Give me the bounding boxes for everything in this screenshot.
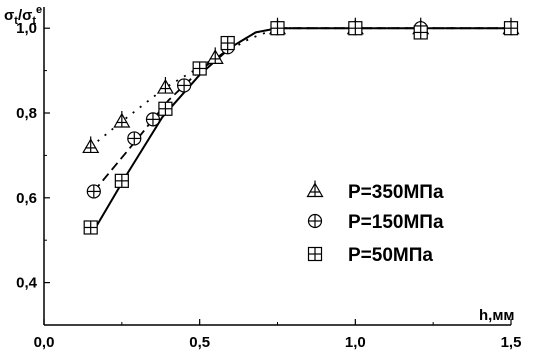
data-point-triangle-cross	[206, 47, 224, 64]
y-tick-label: 0,4	[16, 275, 38, 292]
data-point-circle-cross	[145, 112, 161, 127]
legend-marker-triangle-cross	[306, 180, 324, 198]
y-axis-label-main-sub: t	[14, 15, 18, 27]
data-point-triangle-cross	[156, 77, 174, 94]
data-point-square-cross	[503, 21, 519, 36]
legend-marker-square-cross	[307, 246, 323, 262]
y-tick-label: 1,0	[16, 20, 37, 37]
data-point-circle-cross	[177, 78, 192, 93]
legend-label: P=150МПа	[348, 212, 444, 233]
legend-item: P=350МПа	[306, 180, 444, 203]
data-point-triangle-cross	[82, 136, 100, 154]
data-point-triangle-cross	[113, 110, 131, 128]
data-point-square-cross	[83, 220, 98, 235]
legend-item: P=50МПа	[307, 245, 433, 266]
tick-labels: 0,0 0,5 1,0 1,5 0,4 0,6 0,8 1,0	[16, 20, 521, 351]
data-point-square-cross	[192, 61, 207, 76]
legend-label: P=350МПа	[348, 182, 444, 203]
data-point-square-cross	[114, 173, 129, 188]
x-tick-label: 1,0	[345, 334, 366, 351]
y-axis-label-sep: /σ	[18, 7, 32, 24]
x-axis-label: h,мм	[479, 307, 515, 324]
x-tick-label: 0,0	[34, 334, 55, 351]
y-axis-label-den-sup: e	[36, 4, 42, 16]
data-point-square-cross	[158, 101, 173, 116]
fit-curve-dotted	[90, 27, 511, 148]
legend-label: P=50МПа	[348, 245, 433, 266]
x-tick-label: 1,5	[501, 334, 522, 351]
data-point-square-cross	[413, 25, 428, 40]
data-point-circle-cross	[127, 131, 142, 146]
y-axis-label: σt/σte	[4, 4, 42, 27]
legend-marker-circle-cross	[307, 213, 323, 229]
fit-curve-dashed	[93, 27, 511, 192]
data-point-square-cross	[220, 35, 235, 51]
data-point-square-cross	[348, 21, 363, 36]
y-tick-label: 0,6	[16, 190, 37, 207]
x-tick-label: 0,5	[189, 334, 210, 351]
y-axis-label-main: σ	[4, 7, 14, 24]
y-tick-label: 0,8	[16, 105, 37, 122]
axes	[43, 7, 512, 326]
data-point-circle-cross	[86, 184, 101, 199]
y-axis-label-den-sub: t	[32, 15, 36, 27]
legend-item: P=150МПа	[307, 212, 444, 233]
legend: P=350МПа P=150МПа P=50МПа	[306, 180, 444, 266]
data-markers	[82, 17, 520, 235]
fit-curves	[90, 27, 511, 226]
data-point-square-cross	[270, 21, 285, 36]
fit-curve-solid	[96, 27, 511, 226]
